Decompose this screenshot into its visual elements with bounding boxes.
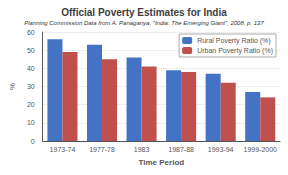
svg-text:Rural Poverty Ratio (%): Rural Poverty Ratio (%) [197,37,271,45]
svg-text:Planning Commission Data from: Planning Commission Data from A. Panagar… [24,20,264,26]
svg-text:Time Period: Time Period [139,158,185,167]
svg-text:40: 40 [27,65,35,72]
svg-text:20: 20 [27,101,35,108]
svg-text:60: 60 [27,29,35,36]
svg-text:Urban Poverty Ratio (%): Urban Poverty Ratio (%) [197,47,273,55]
svg-text:1973-74: 1973-74 [50,146,76,153]
svg-text:30: 30 [27,83,35,90]
svg-text:1993-94: 1993-94 [208,146,234,153]
svg-text:1983: 1983 [134,146,150,153]
svg-text:1977-78: 1977-78 [89,146,115,153]
svg-text:%: % [8,83,17,90]
svg-text:Official Poverty Estimates for: Official Poverty Estimates for India [61,7,227,18]
svg-text:10: 10 [27,119,35,126]
svg-text:1987-88: 1987-88 [168,146,194,153]
svg-text:1999-2000: 1999-2000 [243,146,277,153]
svg-text:0: 0 [31,138,35,145]
svg-text:50: 50 [27,47,35,54]
